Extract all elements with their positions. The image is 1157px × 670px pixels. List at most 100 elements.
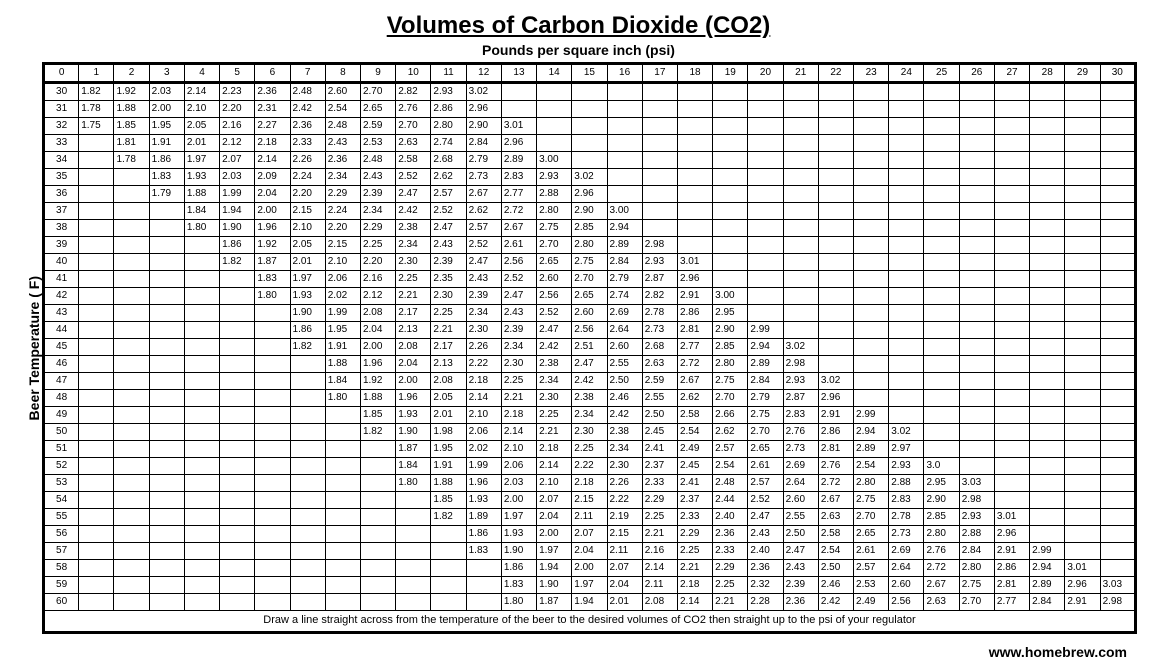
value-cell: 2.86 (431, 101, 466, 118)
value-cell (360, 543, 395, 560)
value-cell: 2.64 (607, 322, 642, 339)
value-cell: 2.14 (184, 83, 219, 101)
value-cell: 2.72 (501, 203, 536, 220)
value-cell: 2.81 (677, 322, 712, 339)
temperature-cell: 52 (44, 458, 79, 475)
value-cell: 2.99 (748, 322, 783, 339)
value-cell: 2.77 (677, 339, 712, 356)
value-cell: 2.47 (466, 254, 501, 271)
value-cell (325, 577, 360, 594)
temperature-cell: 59 (44, 577, 79, 594)
value-cell: 2.57 (713, 441, 748, 458)
psi-column-header: 13 (501, 64, 536, 83)
value-cell (783, 288, 818, 305)
value-cell (1100, 254, 1135, 271)
value-cell (854, 203, 889, 220)
value-cell: 2.43 (748, 526, 783, 543)
value-cell: 2.22 (607, 492, 642, 509)
value-cell (1100, 509, 1135, 526)
value-cell (290, 543, 325, 560)
value-cell: 2.66 (713, 407, 748, 424)
value-cell: 2.60 (783, 492, 818, 509)
value-cell (818, 83, 853, 101)
value-cell (149, 390, 184, 407)
value-cell (537, 118, 572, 135)
value-cell: 2.91 (994, 543, 1029, 560)
value-cell (255, 407, 290, 424)
value-cell: 1.97 (537, 543, 572, 560)
value-cell (748, 254, 783, 271)
value-cell (1030, 305, 1065, 322)
value-cell: 2.33 (642, 475, 677, 492)
value-cell: 1.90 (220, 220, 255, 237)
value-cell: 2.04 (360, 322, 395, 339)
value-cell (255, 492, 290, 509)
value-cell: 2.52 (431, 203, 466, 220)
value-cell: 1.99 (325, 305, 360, 322)
value-cell (748, 203, 783, 220)
value-cell: 2.81 (994, 577, 1029, 594)
value-cell: 2.21 (501, 390, 536, 407)
value-cell (642, 83, 677, 101)
value-cell: 1.86 (290, 322, 325, 339)
value-cell: 1.93 (290, 288, 325, 305)
instruction-text: Draw a line straight across from the tem… (44, 611, 1136, 633)
value-cell: 2.47 (501, 288, 536, 305)
value-cell: 2.04 (572, 543, 607, 560)
value-cell: 2.47 (783, 543, 818, 560)
value-cell: 1.82 (360, 424, 395, 441)
value-cell: 2.39 (783, 577, 818, 594)
value-cell (1100, 237, 1135, 254)
value-cell: 2.02 (325, 288, 360, 305)
value-cell (220, 373, 255, 390)
value-cell (255, 441, 290, 458)
value-cell: 2.61 (854, 543, 889, 560)
value-cell: 2.16 (360, 271, 395, 288)
value-cell (818, 101, 853, 118)
value-cell (1065, 441, 1100, 458)
value-cell: 2.33 (677, 509, 712, 526)
value-cell: 2.96 (572, 186, 607, 203)
value-cell: 2.70 (959, 594, 994, 611)
value-cell: 2.08 (396, 339, 431, 356)
value-cell: 2.10 (537, 475, 572, 492)
temperature-cell: 60 (44, 594, 79, 611)
value-cell: 2.20 (325, 220, 360, 237)
value-cell: 2.86 (994, 560, 1029, 577)
value-cell (79, 543, 114, 560)
value-cell (607, 135, 642, 152)
temperature-cell: 48 (44, 390, 79, 407)
value-cell (114, 220, 149, 237)
value-cell: 1.90 (537, 577, 572, 594)
value-cell: 2.10 (184, 101, 219, 118)
value-cell (114, 305, 149, 322)
value-cell: 2.90 (924, 492, 959, 509)
temperature-cell: 53 (44, 475, 79, 492)
psi-column-header: 1 (79, 64, 114, 83)
value-cell: 2.56 (501, 254, 536, 271)
value-cell (959, 305, 994, 322)
value-cell (924, 322, 959, 339)
value-cell (924, 288, 959, 305)
value-cell (748, 169, 783, 186)
value-cell: 2.05 (431, 390, 466, 407)
value-cell: 2.36 (255, 83, 290, 101)
temperature-cell: 47 (44, 373, 79, 390)
value-cell (1065, 288, 1100, 305)
value-cell (889, 390, 924, 407)
value-cell (854, 254, 889, 271)
table-row: 581.861.942.002.072.142.212.292.362.432.… (44, 560, 1136, 577)
value-cell: 2.69 (783, 458, 818, 475)
value-cell: 2.12 (360, 288, 395, 305)
value-cell: 2.75 (537, 220, 572, 237)
value-cell: 1.93 (184, 169, 219, 186)
value-cell (184, 475, 219, 492)
value-cell: 2.68 (642, 339, 677, 356)
value-cell: 2.67 (677, 373, 712, 390)
value-cell (994, 220, 1029, 237)
value-cell (255, 475, 290, 492)
value-cell (1030, 152, 1065, 169)
table-row: 431.901.992.082.172.252.342.432.522.602.… (44, 305, 1136, 322)
value-cell (854, 135, 889, 152)
table-row: 501.821.901.982.062.142.212.302.382.452.… (44, 424, 1136, 441)
